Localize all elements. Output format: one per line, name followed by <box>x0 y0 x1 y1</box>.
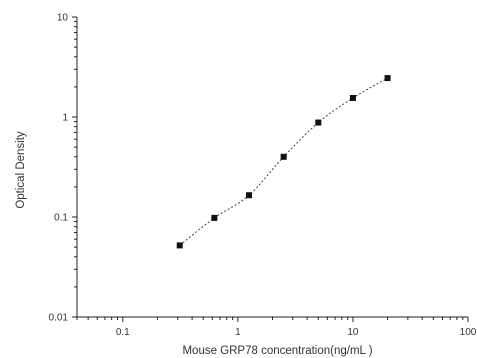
data-points <box>176 75 391 249</box>
y-tick-label: 10 <box>57 13 69 24</box>
y-tick-label: 1 <box>62 113 68 124</box>
y-tick-label: 0.01 <box>49 313 69 324</box>
y-axis-title: Optical Density <box>15 131 27 209</box>
axes <box>76 17 468 318</box>
x-tick-label: 10 <box>347 327 359 338</box>
y-tick-label: 0.1 <box>54 213 68 224</box>
data-point-marker <box>349 94 356 101</box>
data-point-marker <box>315 119 322 126</box>
x-tick-label: 100 <box>460 327 477 338</box>
data-point-marker <box>176 242 183 249</box>
fit-curve <box>179 77 388 246</box>
data-point-marker <box>384 75 391 82</box>
x-tick-label: 0.1 <box>116 327 130 338</box>
x-tick-label: 1 <box>235 327 241 338</box>
x-axis-title: Mouse GRP78 concentration(ng/mL ) <box>182 345 372 357</box>
x-axis-ticks: 0.1 1 10 100 <box>76 317 477 338</box>
y-axis-ticks: 0.01 0.1 1 10 <box>49 13 77 324</box>
data-point-marker <box>211 214 218 221</box>
data-point-marker <box>246 192 253 199</box>
fit-curves <box>179 77 388 246</box>
data-point-marker <box>280 153 287 160</box>
